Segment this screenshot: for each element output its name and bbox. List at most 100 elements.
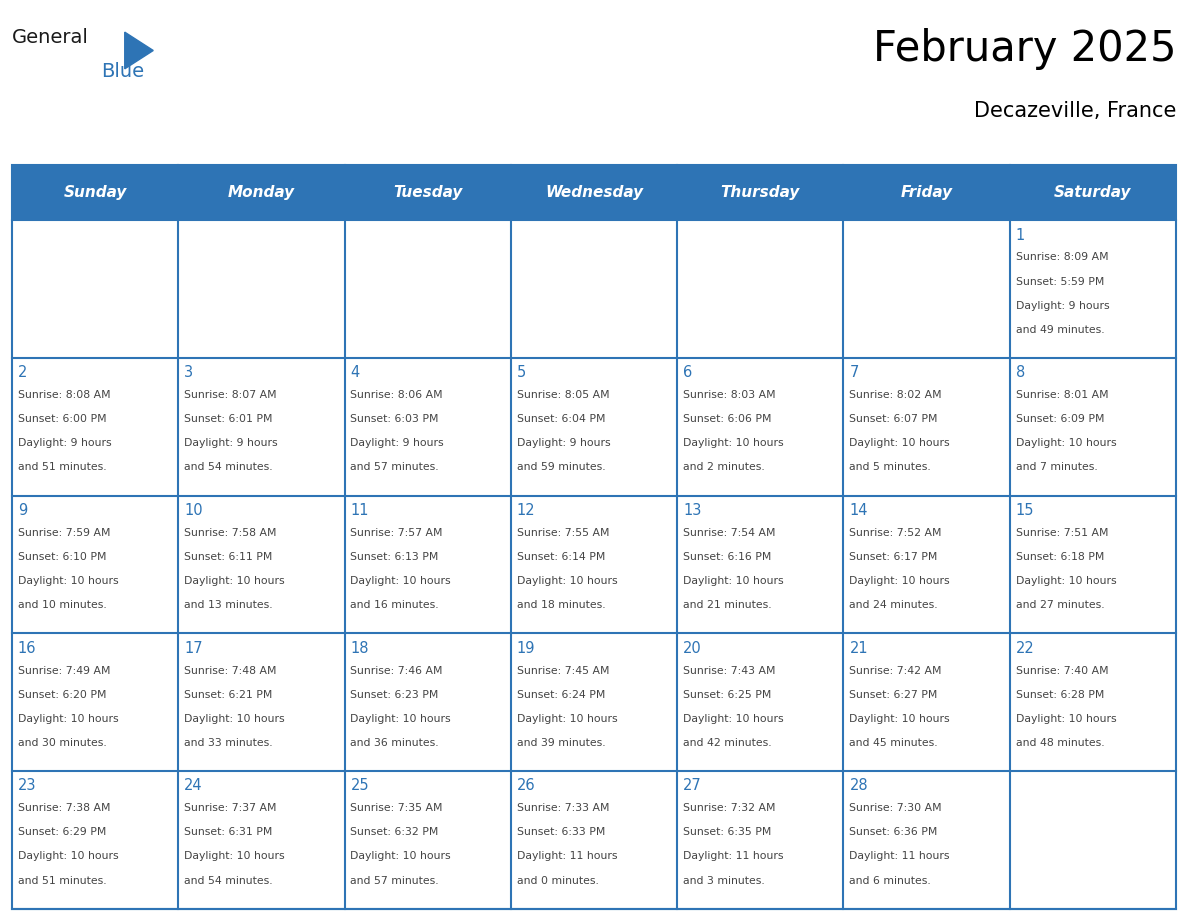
- Text: 1: 1: [1016, 228, 1025, 242]
- Bar: [677, 771, 843, 909]
- Text: 11: 11: [350, 503, 369, 518]
- Text: 5: 5: [517, 365, 526, 380]
- Text: and 27 minutes.: and 27 minutes.: [1016, 600, 1105, 610]
- Text: and 0 minutes.: and 0 minutes.: [517, 876, 599, 886]
- Text: and 57 minutes.: and 57 minutes.: [350, 876, 440, 886]
- Text: Sunrise: 7:30 AM: Sunrise: 7:30 AM: [849, 803, 942, 813]
- Text: Sunset: 6:03 PM: Sunset: 6:03 PM: [350, 414, 438, 424]
- Bar: [843, 633, 1010, 771]
- Text: Sunrise: 7:46 AM: Sunrise: 7:46 AM: [350, 666, 443, 676]
- Bar: [511, 633, 677, 771]
- Text: Sunset: 6:06 PM: Sunset: 6:06 PM: [683, 414, 771, 424]
- Bar: [12, 771, 178, 909]
- Text: Sunset: 6:32 PM: Sunset: 6:32 PM: [350, 827, 438, 837]
- Bar: [12, 358, 178, 496]
- Text: Sunrise: 7:58 AM: Sunrise: 7:58 AM: [184, 528, 277, 538]
- Text: Sunrise: 8:06 AM: Sunrise: 8:06 AM: [350, 390, 443, 400]
- Text: Daylight: 10 hours: Daylight: 10 hours: [1016, 714, 1117, 723]
- Text: and 10 minutes.: and 10 minutes.: [18, 600, 107, 610]
- Text: Sunrise: 7:55 AM: Sunrise: 7:55 AM: [517, 528, 609, 538]
- Text: and 2 minutes.: and 2 minutes.: [683, 463, 765, 473]
- Text: 7: 7: [849, 365, 859, 380]
- Text: Daylight: 10 hours: Daylight: 10 hours: [517, 577, 618, 586]
- Text: Sunrise: 8:07 AM: Sunrise: 8:07 AM: [184, 390, 277, 400]
- Bar: [12, 220, 178, 358]
- Text: 8: 8: [1016, 365, 1025, 380]
- Text: Sunset: 6:09 PM: Sunset: 6:09 PM: [1016, 414, 1104, 424]
- Text: Decazeville, France: Decazeville, France: [974, 101, 1176, 121]
- Bar: [345, 358, 511, 496]
- Bar: [511, 771, 677, 909]
- Text: 4: 4: [350, 365, 360, 380]
- Text: 27: 27: [683, 778, 702, 793]
- Text: 21: 21: [849, 641, 868, 655]
- Text: 2: 2: [18, 365, 27, 380]
- Text: Blue: Blue: [101, 62, 144, 82]
- Text: Sunday: Sunday: [63, 185, 127, 200]
- Text: and 48 minutes.: and 48 minutes.: [1016, 738, 1105, 748]
- Text: Daylight: 11 hours: Daylight: 11 hours: [683, 852, 784, 861]
- Text: and 36 minutes.: and 36 minutes.: [350, 738, 440, 748]
- Text: Sunset: 5:59 PM: Sunset: 5:59 PM: [1016, 276, 1104, 286]
- Bar: [843, 771, 1010, 909]
- Text: Sunset: 6:18 PM: Sunset: 6:18 PM: [1016, 552, 1104, 562]
- Text: Sunrise: 7:59 AM: Sunrise: 7:59 AM: [18, 528, 110, 538]
- Bar: [1010, 771, 1176, 909]
- Text: and 3 minutes.: and 3 minutes.: [683, 876, 765, 886]
- Text: Friday: Friday: [901, 185, 953, 200]
- Text: 23: 23: [18, 778, 37, 793]
- Bar: [12, 496, 178, 633]
- Bar: [178, 496, 345, 633]
- Text: and 6 minutes.: and 6 minutes.: [849, 876, 931, 886]
- Text: Saturday: Saturday: [1054, 185, 1132, 200]
- Text: 20: 20: [683, 641, 702, 655]
- Bar: [345, 496, 511, 633]
- Text: Daylight: 9 hours: Daylight: 9 hours: [1016, 300, 1110, 310]
- Text: and 13 minutes.: and 13 minutes.: [184, 600, 273, 610]
- Bar: [677, 220, 843, 358]
- Text: Sunrise: 7:35 AM: Sunrise: 7:35 AM: [350, 803, 443, 813]
- Text: and 45 minutes.: and 45 minutes.: [849, 738, 939, 748]
- Text: Sunrise: 7:38 AM: Sunrise: 7:38 AM: [18, 803, 110, 813]
- Bar: [843, 220, 1010, 358]
- Text: 16: 16: [18, 641, 37, 655]
- Text: Daylight: 11 hours: Daylight: 11 hours: [849, 852, 950, 861]
- Text: 28: 28: [849, 778, 868, 793]
- Text: Sunset: 6:04 PM: Sunset: 6:04 PM: [517, 414, 605, 424]
- Polygon shape: [125, 32, 153, 69]
- Text: 17: 17: [184, 641, 203, 655]
- Bar: [12, 165, 1176, 220]
- Text: 9: 9: [18, 503, 27, 518]
- Text: 24: 24: [184, 778, 203, 793]
- Bar: [12, 633, 178, 771]
- Text: and 54 minutes.: and 54 minutes.: [184, 876, 273, 886]
- Text: Sunrise: 7:42 AM: Sunrise: 7:42 AM: [849, 666, 942, 676]
- Text: 19: 19: [517, 641, 536, 655]
- Text: Sunrise: 7:32 AM: Sunrise: 7:32 AM: [683, 803, 776, 813]
- Text: Sunrise: 8:03 AM: Sunrise: 8:03 AM: [683, 390, 776, 400]
- Text: Sunrise: 7:57 AM: Sunrise: 7:57 AM: [350, 528, 443, 538]
- Text: Thursday: Thursday: [721, 185, 800, 200]
- Text: 25: 25: [350, 778, 369, 793]
- Text: and 30 minutes.: and 30 minutes.: [18, 738, 107, 748]
- Text: Sunrise: 7:37 AM: Sunrise: 7:37 AM: [184, 803, 277, 813]
- Text: Sunset: 6:24 PM: Sunset: 6:24 PM: [517, 689, 605, 700]
- Text: Sunset: 6:28 PM: Sunset: 6:28 PM: [1016, 689, 1104, 700]
- Text: and 59 minutes.: and 59 minutes.: [517, 463, 606, 473]
- Bar: [345, 220, 511, 358]
- Text: 26: 26: [517, 778, 536, 793]
- Text: Sunrise: 7:48 AM: Sunrise: 7:48 AM: [184, 666, 277, 676]
- Bar: [511, 496, 677, 633]
- Bar: [677, 358, 843, 496]
- Text: Sunset: 6:14 PM: Sunset: 6:14 PM: [517, 552, 605, 562]
- Bar: [843, 496, 1010, 633]
- Text: Sunset: 6:23 PM: Sunset: 6:23 PM: [350, 689, 438, 700]
- Text: 10: 10: [184, 503, 203, 518]
- Text: Sunset: 6:01 PM: Sunset: 6:01 PM: [184, 414, 272, 424]
- Bar: [1010, 358, 1176, 496]
- Text: and 7 minutes.: and 7 minutes.: [1016, 463, 1098, 473]
- Text: Sunrise: 7:49 AM: Sunrise: 7:49 AM: [18, 666, 110, 676]
- Text: Sunset: 6:20 PM: Sunset: 6:20 PM: [18, 689, 106, 700]
- Text: Sunrise: 8:01 AM: Sunrise: 8:01 AM: [1016, 390, 1108, 400]
- Text: and 57 minutes.: and 57 minutes.: [350, 463, 440, 473]
